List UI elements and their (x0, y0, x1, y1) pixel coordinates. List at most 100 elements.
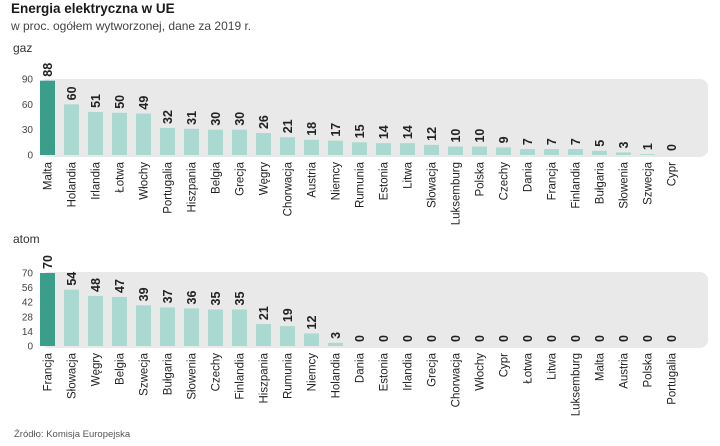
bar (544, 149, 559, 155)
y-tick-label: 70 (22, 269, 34, 280)
y-tick-label: 42 (22, 298, 34, 309)
bar (64, 289, 79, 346)
bar (184, 308, 199, 346)
data-label: 7 (521, 138, 535, 145)
category-label: Luksemburg (571, 353, 583, 416)
data-label: 47 (113, 279, 127, 293)
category-label: Hiszpania (187, 161, 199, 212)
data-label: 7 (569, 138, 583, 145)
data-label: 36 (185, 291, 199, 305)
category-label: Belgia (211, 161, 223, 194)
data-label: 12 (425, 127, 439, 141)
category-label: Litwa (403, 161, 415, 188)
bar (160, 307, 175, 346)
data-label: 7 (545, 138, 559, 145)
category-label: Irlandia (91, 161, 103, 199)
bar (40, 80, 55, 155)
category-label: Finlandia (235, 352, 247, 399)
category-label: Malta (595, 352, 607, 381)
data-label: 0 (497, 335, 511, 342)
data-label: 0 (353, 335, 367, 342)
category-label: Słowenia (619, 161, 631, 208)
chart-subtitle: w proc. ogółem wytworzonej, dane za 2019… (11, 19, 252, 33)
category-label: Austria (619, 352, 631, 388)
y-tick-label: 30 (22, 125, 34, 136)
category-label: Węgry (91, 353, 103, 386)
category-label: Belgia (115, 352, 127, 385)
y-tick-label: 90 (22, 75, 34, 86)
data-label: 48 (89, 278, 103, 292)
data-label: 37 (161, 289, 175, 303)
data-label: 35 (233, 292, 247, 306)
category-label: Węgry (259, 162, 271, 195)
bar (304, 333, 319, 346)
data-label: 70 (41, 255, 55, 269)
plot-band (40, 272, 708, 348)
bar (256, 133, 271, 155)
bar (424, 144, 439, 155)
data-label: 0 (593, 335, 607, 342)
data-label: 21 (257, 306, 271, 320)
data-label: 0 (665, 335, 679, 342)
bar (472, 146, 487, 155)
bar (208, 129, 223, 155)
nuclear-chart: atom 0 14 28 42 56 70 70 Francja 54 Słowacja 48 Węgr… (13, 232, 708, 416)
y-tick-label: 14 (22, 327, 34, 338)
category-label: Dania (355, 352, 367, 383)
data-label: 39 (137, 287, 151, 301)
category-label: Estonia (379, 352, 391, 391)
category-label: Estonia (379, 161, 391, 200)
data-label: 0 (569, 335, 583, 342)
category-label: Słowacja (67, 352, 79, 399)
data-label: 30 (209, 112, 223, 126)
category-label: Grecja (427, 352, 439, 386)
bar (136, 305, 151, 346)
bar (256, 324, 271, 346)
data-label: 0 (449, 335, 463, 342)
category-label: Słowacja (427, 161, 439, 208)
plot-band (40, 79, 708, 157)
category-label: Holandia (67, 161, 79, 207)
category-label: Bułgaria (163, 352, 175, 395)
category-label: Włochy (139, 162, 151, 200)
bar (640, 154, 655, 155)
data-label: 3 (329, 332, 343, 339)
category-label: Portugalia (163, 161, 175, 213)
category-label: Francja (43, 352, 55, 391)
bar (448, 146, 463, 155)
data-label: 10 (449, 129, 463, 143)
data-label: 14 (401, 125, 415, 139)
category-label: Francja (547, 161, 559, 200)
data-label: 0 (425, 335, 439, 342)
bar (568, 149, 583, 155)
bar (112, 296, 127, 346)
data-label: 88 (41, 63, 55, 77)
category-label: Portugalia (667, 352, 679, 404)
category-label: Polska (643, 352, 655, 387)
category-label: Rumunia (355, 161, 367, 208)
data-label: 0 (521, 335, 535, 342)
data-label: 15 (353, 124, 367, 138)
category-label: Czechy (211, 353, 223, 392)
category-label: Holandia (331, 352, 343, 398)
source-note: Źródło: Komisja Europejska (14, 429, 131, 440)
category-label: Finlandia (571, 161, 583, 208)
data-label: 31 (185, 111, 199, 125)
data-label: 3 (617, 141, 631, 148)
bar (40, 273, 55, 346)
bar (208, 309, 223, 346)
category-label: Dania (523, 161, 535, 192)
category-label: Polska (475, 161, 487, 196)
series-label: atom (13, 232, 40, 246)
data-label: 12 (305, 316, 319, 330)
data-label: 0 (641, 335, 655, 342)
bar (88, 295, 103, 346)
bar (64, 104, 79, 155)
bar (280, 137, 295, 155)
data-label: 1 (641, 143, 655, 150)
bar (592, 150, 607, 155)
data-label: 54 (65, 272, 79, 286)
category-label: Litwa (547, 352, 559, 379)
bar (328, 342, 343, 346)
data-label: 0 (377, 335, 391, 342)
